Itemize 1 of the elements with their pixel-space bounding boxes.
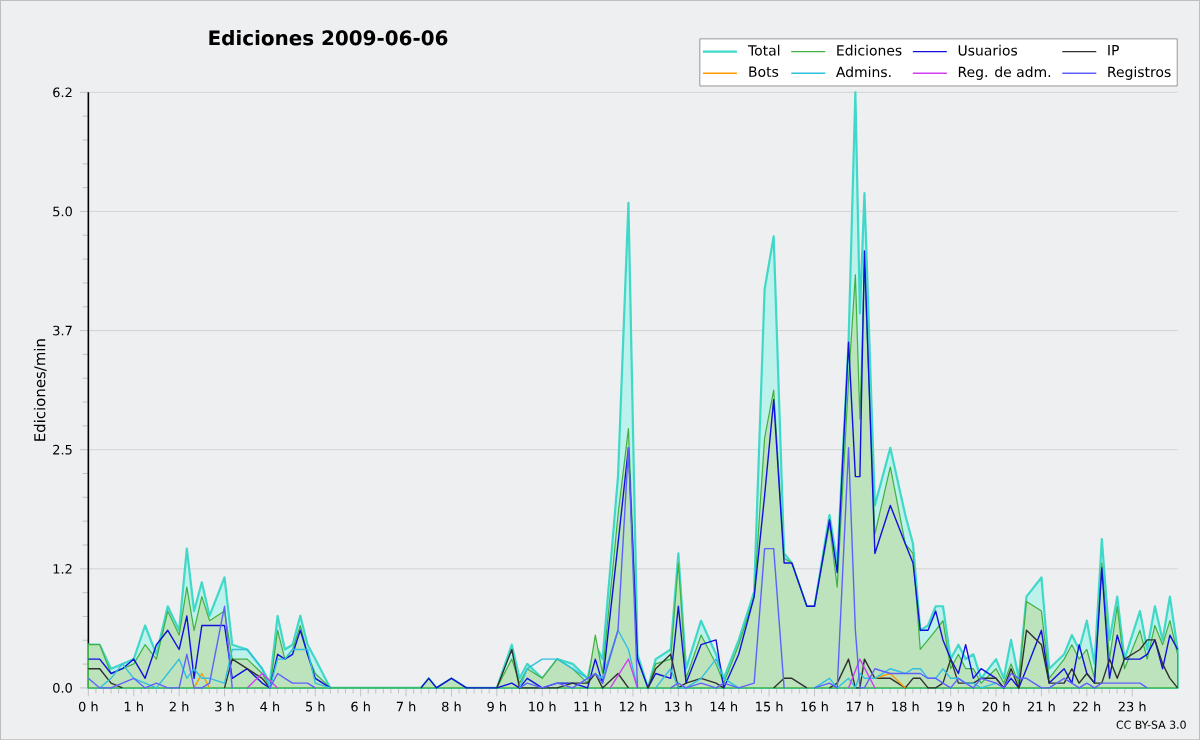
chart-title: Ediciones 2009-06-06 [209, 29, 448, 46]
